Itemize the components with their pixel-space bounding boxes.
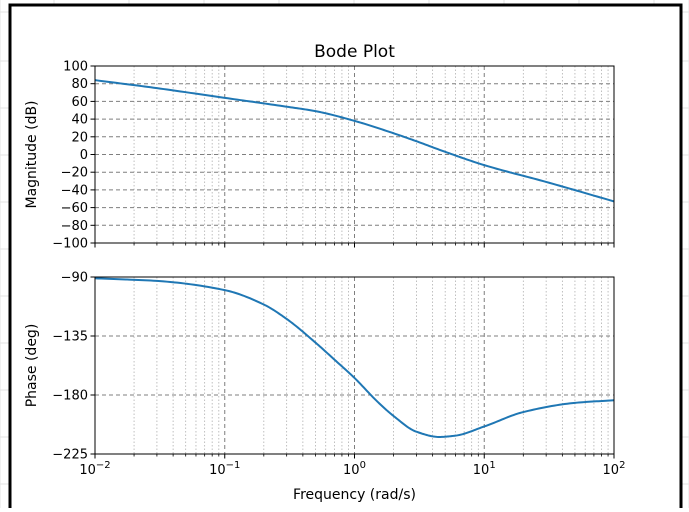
phase-y-tick-label: −225 [52,448,88,463]
magnitude-series-line [94,79,615,203]
chart-title: Bode Plot [314,42,395,62]
magnitude-y-tick-label: −40 [61,183,88,198]
magnitude-y-tick-label: 0 [80,148,88,163]
x-axis-label: Frequency (rad/s) [293,487,416,503]
x-tick-label: 101 [473,460,496,478]
magnitude-y-tick-label: 100 [63,60,88,75]
phase-y-axis-label: Phase (deg) [24,324,40,408]
x-ticks: 10−2 10−1 100 101 102 [79,460,625,478]
phase-series-line [94,277,615,438]
magnitude-y-tick-label: −80 [61,219,88,234]
magnitude-y-axis-label: Magnitude (dB) [24,100,40,208]
magnitude-y-tick-label: −20 [61,166,88,181]
x-tick-label: 10−2 [79,460,110,478]
magnitude-y-tick-label: −60 [61,201,88,216]
phase-subplot: −90 −135 −180 −225 Phase (deg) [24,271,615,463]
phase-y-ticks: −90 −135 −180 −225 [52,271,95,463]
phase-y-tick-label: −135 [52,330,88,345]
magnitude-y-tick-label: 20 [71,130,88,145]
magnitude-y-ticks: 100 80 60 40 20 0 −20 −40 −60 −80 −100 [52,60,95,252]
x-tick-label: 10−1 [209,460,240,478]
magnitude-y-tick-label: 40 [71,113,88,128]
figure-frame [8,3,683,512]
magnitude-subplot: 100 80 60 40 20 0 −20 −40 −60 −80 −100 Magnitude (… [24,60,615,252]
x-tick-label: 102 [603,460,626,478]
phase-grid [94,276,615,459]
x-tick-label: 100 [343,460,366,478]
magnitude-y-tick-label: 60 [71,95,88,110]
phase-y-tick-label: −180 [52,389,88,404]
magnitude-y-tick-label: −100 [52,237,88,252]
phase-y-tick-label: −90 [61,271,88,286]
magnitude-y-tick-label: 80 [71,77,88,92]
phase-axes-frame [94,276,615,455]
